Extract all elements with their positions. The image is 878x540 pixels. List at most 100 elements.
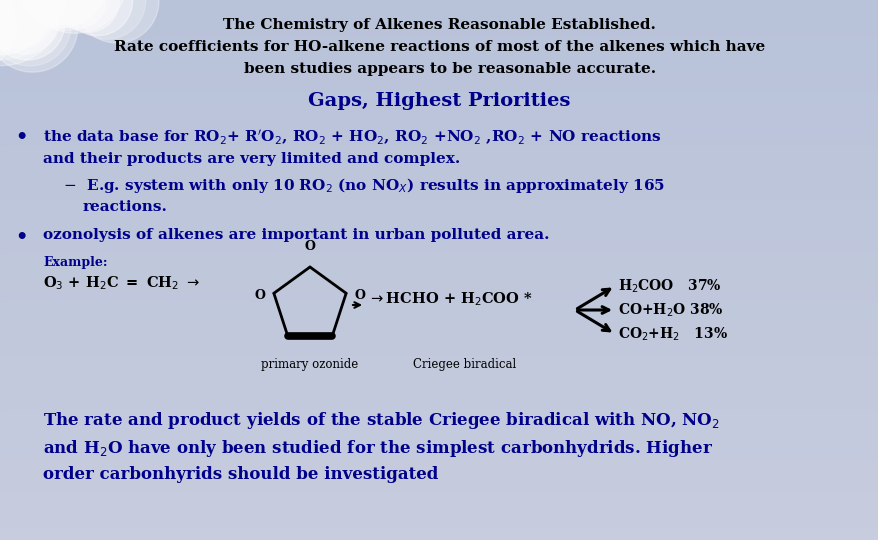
Circle shape [0,0,49,49]
Bar [0,524,878,529]
Circle shape [18,0,95,25]
Circle shape [0,0,13,51]
Bar [0,65,878,70]
Bar [0,22,878,27]
Circle shape [0,0,10,40]
Bar [0,59,878,65]
Text: reactions.: reactions. [83,200,168,214]
Bar [0,254,878,259]
Bar [0,356,878,362]
Bar [0,5,878,11]
Bar [0,76,878,81]
Bar [0,157,878,162]
Bar [0,270,878,275]
Bar [0,248,878,254]
Circle shape [62,0,133,36]
Bar [0,432,878,437]
Bar [0,32,878,38]
Bar [0,367,878,373]
Circle shape [0,0,10,40]
Bar [0,265,878,270]
Circle shape [44,0,93,25]
Bar [0,373,878,378]
Bar [0,146,878,151]
Bar [0,297,878,302]
Bar [0,475,878,481]
Circle shape [0,0,44,44]
Bar [0,410,878,416]
Text: •: • [15,128,27,146]
Circle shape [0,0,38,38]
Bar [0,275,878,281]
Text: the data base for RO$_2$+ R$^\prime$O$_2$, RO$_2$ + HO$_2$, RO$_2$ +NO$_2$ ,RO$_: the data base for RO$_2$+ R$^\prime$O$_2… [43,128,661,147]
Circle shape [0,0,39,38]
Circle shape [0,0,60,60]
Bar [0,151,878,157]
Bar [0,351,878,356]
Bar [0,108,878,113]
Bar [0,448,878,454]
Circle shape [0,0,10,40]
Bar [0,535,878,540]
Bar [0,11,878,16]
Bar [0,437,878,443]
Circle shape [0,0,52,48]
Bar [0,49,878,54]
Circle shape [0,0,46,42]
Text: order carbonhyrids should be investigated: order carbonhyrids should be investigate… [43,466,438,483]
Circle shape [75,0,159,43]
Circle shape [0,0,40,36]
Bar [0,81,878,86]
Circle shape [11,0,63,17]
Bar [0,313,878,319]
Circle shape [0,0,10,40]
Bar [0,27,878,32]
Circle shape [16,0,84,22]
Bar [0,502,878,508]
Bar [0,243,878,248]
Text: O$_3$ + H$_2$C $\mathbf{=}$ CH$_2$ $\rightarrow$: O$_3$ + H$_2$C $\mathbf{=}$ CH$_2$ $\rig… [43,274,200,292]
Circle shape [15,0,83,22]
Bar [0,416,878,421]
Text: The rate and product yields of the stable Criegee biradical with NO, NO$_2$: The rate and product yields of the stabl… [43,410,719,431]
Text: O: O [354,289,364,302]
Bar [0,286,878,292]
Bar [0,324,878,329]
Text: CO+H$_2$O 38%: CO+H$_2$O 38% [617,301,723,319]
Bar [0,124,878,130]
Bar [0,491,878,497]
Circle shape [0,0,54,55]
Bar [0,362,878,367]
Bar [0,70,878,76]
Circle shape [0,0,54,55]
Bar [0,38,878,43]
Bar [0,205,878,211]
Circle shape [68,0,146,39]
Bar [0,189,878,194]
Bar [0,443,878,448]
Circle shape [0,0,14,57]
Bar [0,167,878,173]
Text: CO$_2$+H$_2$   13%: CO$_2$+H$_2$ 13% [617,325,727,343]
Bar [0,405,878,410]
Bar [0,232,878,238]
Bar [0,308,878,313]
Bar [0,346,878,351]
Circle shape [0,0,65,60]
Bar [0,464,878,470]
Bar [0,302,878,308]
Bar [0,113,878,119]
Text: been studies appears to be reasonable accurate.: been studies appears to be reasonable ac… [223,62,655,76]
Circle shape [0,0,15,63]
Circle shape [0,0,78,72]
Circle shape [0,0,46,42]
Bar [0,378,878,383]
Circle shape [50,0,106,29]
Circle shape [13,0,74,19]
Circle shape [56,0,119,32]
Bar [0,481,878,486]
Bar [0,16,878,22]
Text: $-$  E.g. system with only 10 RO$_2$ (no NO$_X$) results in approximately 165: $-$ E.g. system with only 10 RO$_2$ (no … [63,176,665,195]
Circle shape [38,0,80,22]
Circle shape [0,0,8,35]
